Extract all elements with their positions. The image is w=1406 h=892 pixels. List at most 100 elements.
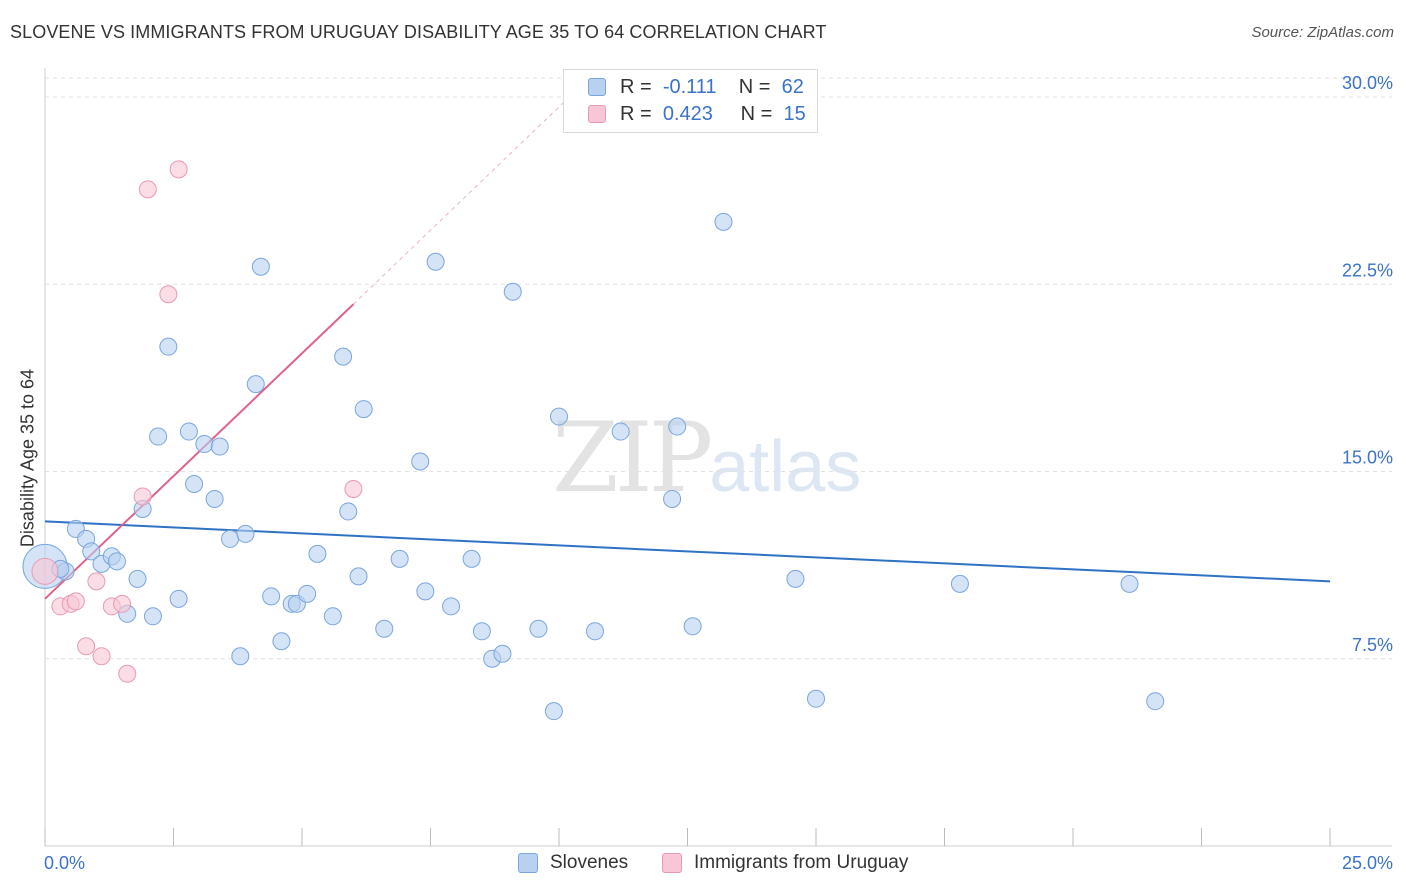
y-tick-label: 15.0% — [1342, 448, 1393, 468]
point-slovenes — [107, 552, 126, 571]
legend-r-label: R = — [620, 75, 652, 98]
legend-n-label: N = — [738, 75, 771, 98]
point-slovenes — [231, 647, 250, 666]
series-label-uruguay: Immigrants from Uruguay — [694, 852, 909, 873]
point-slovenes — [585, 622, 604, 641]
legend-r-label: R = — [620, 102, 652, 125]
point-slovenes — [334, 347, 353, 366]
trend-line-uruguay-extension — [353, 101, 565, 305]
legend-r-value: -0.111 — [662, 75, 717, 98]
chart-title: SLOVENE VS IMMIGRANTS FROM URUGUAY DISAB… — [10, 22, 827, 42]
point-slovenes — [159, 337, 178, 356]
point-slovenes — [221, 529, 240, 548]
point-slovenes — [349, 567, 368, 586]
point-slovenes — [503, 282, 522, 301]
series-legend: Slovenes Immigrants from Uruguay — [0, 852, 1406, 878]
point-slovenes — [668, 417, 687, 436]
point-slovenes — [169, 589, 188, 608]
point-slovenes — [950, 574, 969, 593]
point-slovenes — [1120, 574, 1139, 593]
point-slovenes — [462, 549, 481, 568]
legend-row-uruguay: R = 0.423 N = 15 — [588, 101, 806, 127]
y-tick-label: 22.5% — [1342, 260, 1393, 280]
point-slovenes — [375, 619, 394, 638]
x-tick-label: 25.0% — [1342, 853, 1393, 873]
y-tick-label: 30.0% — [1342, 73, 1393, 93]
watermark-zip: ZIP — [552, 402, 713, 514]
point-uruguay — [344, 479, 363, 498]
point-slovenes — [323, 607, 342, 626]
point-uruguay — [113, 594, 132, 613]
point-slovenes — [714, 212, 733, 231]
point-slovenes — [354, 400, 373, 419]
y-axis-label: Disability Age 35 to 64 — [17, 368, 38, 548]
point-slovenes — [205, 489, 224, 508]
point-slovenes — [179, 422, 198, 441]
watermark: ZIPatlas — [552, 402, 861, 514]
point-slovenes — [544, 702, 563, 721]
point-slovenes — [411, 452, 430, 471]
point-slovenes — [143, 607, 162, 626]
series-legend-uruguay[interactable]: Immigrants from Uruguay — [662, 852, 908, 874]
point-slovenes — [807, 689, 825, 708]
point-slovenes — [339, 502, 358, 521]
point-slovenes — [663, 489, 682, 508]
point-slovenes — [529, 619, 548, 638]
point-slovenes — [442, 597, 461, 616]
point-slovenes — [246, 375, 265, 394]
legend-r-value: 0.423 — [662, 102, 713, 125]
legend-row-slovenes: R = -0.111 N = 62 — [588, 74, 804, 100]
y-tick-label: 7.5% — [1352, 635, 1393, 655]
point-slovenes — [251, 257, 270, 276]
point-slovenes — [550, 407, 568, 426]
point-slovenes — [683, 617, 702, 636]
point-slovenes — [262, 587, 281, 606]
series-label-slovenes: Slovenes — [550, 852, 629, 873]
point-uruguay — [92, 647, 111, 666]
legend-swatch-blue — [588, 78, 606, 96]
point-slovenes — [426, 252, 445, 271]
axes — [44, 68, 1392, 847]
point-uruguay — [77, 637, 96, 656]
point-slovenes — [298, 584, 317, 603]
series-swatch-blue — [518, 853, 538, 873]
watermark-atlas: atlas — [709, 427, 862, 507]
point-slovenes — [149, 427, 168, 446]
trend-lines — [44, 101, 1331, 600]
series-legend-slovenes[interactable]: Slovenes — [518, 852, 628, 874]
legend-n-value: 15 — [783, 102, 806, 125]
source-label: Source: ZipAtlas.com — [1251, 24, 1394, 41]
point-slovenes — [611, 422, 630, 441]
point-slovenes — [308, 544, 327, 563]
point-slovenes — [210, 437, 229, 456]
point-uruguay — [169, 160, 188, 179]
point-uruguay — [138, 180, 157, 199]
point-slovenes — [472, 622, 491, 641]
point-uruguay — [66, 592, 85, 611]
point-slovenes — [416, 582, 435, 601]
point-slovenes — [236, 524, 255, 543]
point-slovenes — [1146, 692, 1165, 711]
point-slovenes — [82, 542, 101, 561]
point-slovenes — [786, 569, 805, 588]
trend-line-slovenes — [44, 520, 1331, 583]
point-slovenes — [493, 644, 512, 663]
legend-n-label: N = — [740, 102, 773, 125]
point-uruguay — [133, 487, 152, 506]
point-slovenes — [272, 632, 291, 651]
point-uruguay — [87, 572, 106, 591]
point-slovenes — [390, 549, 409, 568]
grid — [45, 77, 1392, 660]
point-uruguay — [118, 664, 137, 683]
legend-n-value: 62 — [781, 75, 804, 98]
data-points — [22, 160, 1165, 721]
point-uruguay — [31, 557, 59, 585]
x-tick-label: 0.0% — [44, 853, 85, 873]
series-swatch-pink — [662, 853, 682, 873]
point-slovenes — [185, 474, 204, 493]
legend-swatch-pink — [588, 105, 606, 123]
point-slovenes — [195, 435, 214, 454]
point-uruguay — [159, 285, 178, 304]
point-slovenes — [128, 569, 147, 588]
